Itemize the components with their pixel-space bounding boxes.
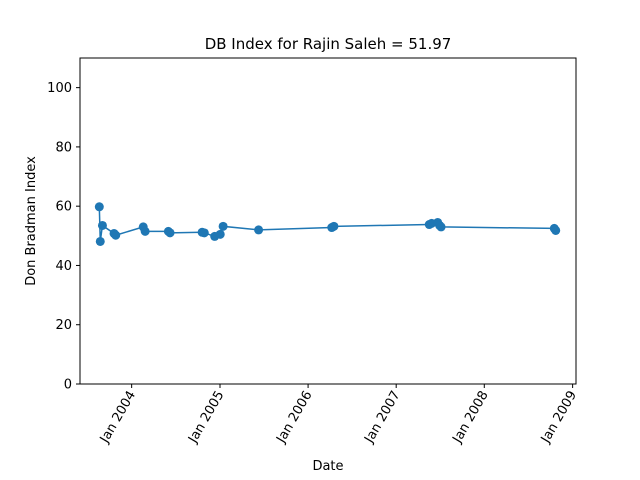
data-point bbox=[436, 222, 446, 232]
y-axis: 0 20 40 60 80 100 bbox=[47, 81, 80, 393]
data-point bbox=[329, 221, 339, 231]
y-tick-label: 100 bbox=[47, 81, 72, 96]
data-point bbox=[165, 228, 175, 238]
data-point bbox=[254, 225, 264, 235]
data-point bbox=[199, 228, 209, 238]
data-point bbox=[97, 220, 107, 230]
axes-frame bbox=[79, 57, 577, 385]
y-tick-label: 20 bbox=[55, 318, 72, 333]
data-point bbox=[218, 221, 228, 231]
y-tick-label: 40 bbox=[55, 259, 72, 274]
data-point bbox=[95, 236, 105, 246]
x-axis-label: Date bbox=[312, 459, 343, 474]
plot-area bbox=[94, 202, 561, 246]
y-tick-label: 80 bbox=[55, 140, 72, 155]
data-point bbox=[551, 225, 561, 235]
y-tick-label: 60 bbox=[55, 200, 72, 215]
data-point bbox=[111, 230, 121, 240]
y-tick-label: 0 bbox=[64, 378, 72, 393]
y-axis-label: Don Bradman Index bbox=[24, 156, 39, 286]
data-point bbox=[140, 226, 150, 236]
data-point bbox=[94, 202, 104, 212]
chart-title: DB Index for Rajin Saleh = 51.97 bbox=[205, 35, 452, 53]
data-point bbox=[215, 229, 225, 239]
